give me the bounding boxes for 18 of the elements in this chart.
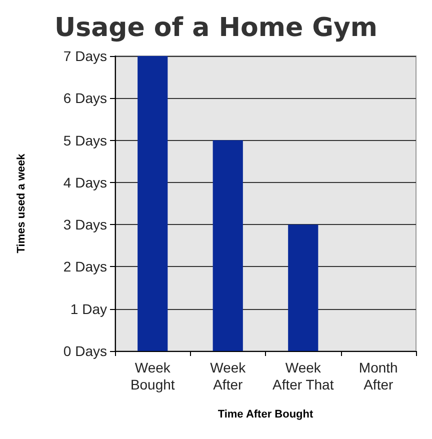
bar: [138, 56, 168, 351]
y-tick-label: 2 Days: [63, 258, 107, 275]
x-tick-label: Month After: [358, 360, 398, 392]
x-tick-label: Week After That: [272, 360, 334, 392]
y-tick-label: 3 Days: [63, 216, 107, 233]
x-tick-label: Week After: [210, 360, 247, 392]
y-tick-label: 6 Days: [63, 90, 107, 106]
y-tick-label: 4 Days: [63, 174, 107, 190]
y-tick-label: 1 Day: [70, 300, 107, 317]
bar: [288, 224, 318, 351]
y-tick-label: 5 Days: [63, 132, 107, 148]
bar: [212, 140, 243, 351]
y-tick-label: 7 Days: [63, 48, 107, 64]
x-axis-title: Time After Bought: [218, 408, 314, 420]
y-tick-label: 0 Days: [63, 343, 107, 359]
y-axis-title: Times used a week: [16, 152, 28, 254]
x-tick-label: Week Bought: [130, 360, 175, 392]
chart-title: Usage of a Home Gym: [54, 13, 378, 43]
